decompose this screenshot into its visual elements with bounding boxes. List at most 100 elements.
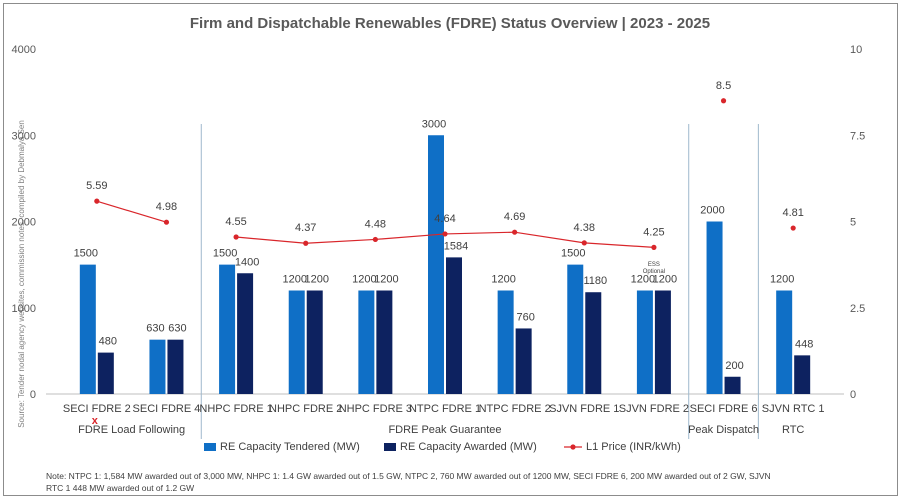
price-label: 4.25 [643, 226, 664, 238]
bar-awarded [237, 273, 254, 394]
bar-tendered [288, 290, 305, 394]
group-label: FDRE Load Following [78, 424, 185, 436]
data-label-tendered: 1200 [352, 274, 376, 286]
price-point [303, 240, 309, 246]
data-label-awarded: 1200 [374, 274, 398, 286]
price-point [720, 98, 727, 104]
data-label-awarded: 1180 [583, 275, 607, 287]
fdre-chart: Firm and Dispatchable Renewables (FDRE) … [12, 15, 866, 493]
y-right-tick: 2.5 [850, 303, 865, 315]
price-label: 4.37 [295, 222, 316, 234]
legend: RE Capacity Tendered (MW) RE Capacity Awa… [204, 441, 681, 453]
bar-tendered [358, 290, 375, 394]
y-right-tick: 10 [850, 44, 862, 56]
data-label-tendered: 630 [146, 323, 164, 335]
y-right-tick: 0 [850, 389, 856, 401]
data-label-awarded: 448 [795, 338, 813, 350]
category-label: NHPC FDRE 2 [269, 403, 342, 415]
bar-awarded [794, 355, 811, 394]
y-left-tick: 2000 [12, 217, 36, 229]
data-label-tendered: 1200 [282, 274, 306, 286]
bar-tendered [79, 264, 96, 394]
price-point [512, 229, 518, 235]
bar-tendered [636, 290, 653, 394]
category-label: SECI FDRE 2 [63, 403, 131, 415]
data-label-awarded: 1200 [653, 274, 677, 286]
legend-swatch-awarded [384, 443, 396, 451]
y-right-tick: 7.5 [850, 130, 865, 142]
legend-label-tendered: RE Capacity Tendered (MW) [220, 441, 360, 453]
price-label: 5.59 [86, 180, 107, 192]
bar-awarded [167, 339, 184, 394]
bar-layer [79, 135, 811, 394]
data-label-tendered: 1200 [770, 274, 794, 286]
price-label: 8.5 [716, 80, 731, 92]
price-point [233, 234, 239, 240]
price-point [372, 236, 378, 243]
y-left-tick: 3000 [12, 130, 36, 142]
data-label-awarded: 630 [168, 323, 186, 335]
bar-awarded [724, 376, 741, 394]
category-label: NHPC FDRE 3 [339, 403, 412, 415]
price-label: 4.48 [365, 218, 386, 230]
group-label: Peak Dispatch [688, 424, 759, 436]
legend-point-price [570, 444, 576, 450]
bar-tendered [428, 135, 444, 394]
cross-mark-icon: x [92, 415, 99, 427]
price-point [94, 198, 100, 204]
data-label-awarded: 200 [725, 360, 743, 372]
note-line-1: Note: NTPC 1: 1,584 MW awarded out of 3,… [46, 471, 771, 481]
category-label: NTPC FDRE 1 [409, 403, 481, 415]
chart-title: Firm and Dispatchable Renewables (FDRE) … [190, 15, 710, 32]
data-label-tendered: 1500 [74, 248, 98, 260]
category-label: SJVN FDRE 1 [549, 403, 619, 415]
data-label-awarded: 1200 [304, 274, 328, 286]
bar-awarded [97, 352, 114, 394]
y-left-tick: 1000 [12, 303, 36, 315]
y-left-tick: 0 [30, 389, 36, 401]
legend-label-price: L1 Price (INR/kWh) [586, 441, 681, 453]
bar-tendered [776, 290, 793, 394]
data-label-tendered: 1200 [631, 274, 655, 286]
y-left-tick: 4000 [12, 44, 36, 56]
price-label: 4.64 [434, 213, 455, 225]
price-point [163, 219, 170, 225]
note-line-2: RTC 1 448 MW awarded out of 1.2 GW [46, 483, 194, 493]
bar-tendered [219, 264, 236, 394]
line-layer [94, 98, 796, 250]
price-label: 4.38 [574, 222, 595, 234]
grid-layer [46, 124, 844, 439]
group-label: FDRE Peak Guarantee [388, 424, 501, 436]
price-label: 4.55 [225, 216, 246, 228]
price-point [651, 244, 657, 250]
category-label: SECI FDRE 6 [690, 403, 758, 415]
category-label: SECI FDRE 4 [133, 403, 201, 415]
ess-label: ESS [648, 262, 660, 268]
y-right-tick: 5 [850, 217, 856, 229]
price-label: 4.81 [782, 207, 803, 219]
legend-swatch-tendered [204, 443, 216, 451]
category-label: SJVN RTC 1 [762, 403, 825, 415]
bar-awarded [654, 290, 671, 394]
price-point [581, 240, 587, 246]
data-label-awarded: 480 [99, 336, 117, 348]
bar-tendered [497, 290, 514, 394]
data-label-tendered: 1500 [213, 248, 237, 260]
price-label: 4.69 [504, 211, 525, 223]
price-line [96, 200, 167, 223]
price-label: 4.98 [156, 201, 177, 213]
legend-label-awarded: RE Capacity Awarded (MW) [400, 441, 537, 453]
category-label: NHPC FDRE 1 [199, 403, 272, 415]
data-label-awarded: 1400 [235, 256, 259, 268]
data-label-awarded: 1584 [444, 240, 468, 252]
price-point [790, 225, 796, 231]
data-label-tendered: 1500 [561, 248, 585, 260]
bar-tendered [567, 264, 584, 394]
category-label: SJVN FDRE 2 [619, 403, 689, 415]
source-label: Source: Tender nodal agency websites, co… [17, 120, 26, 428]
bar-awarded [376, 290, 393, 394]
bar-awarded [585, 292, 602, 394]
bar-tendered [706, 221, 723, 394]
